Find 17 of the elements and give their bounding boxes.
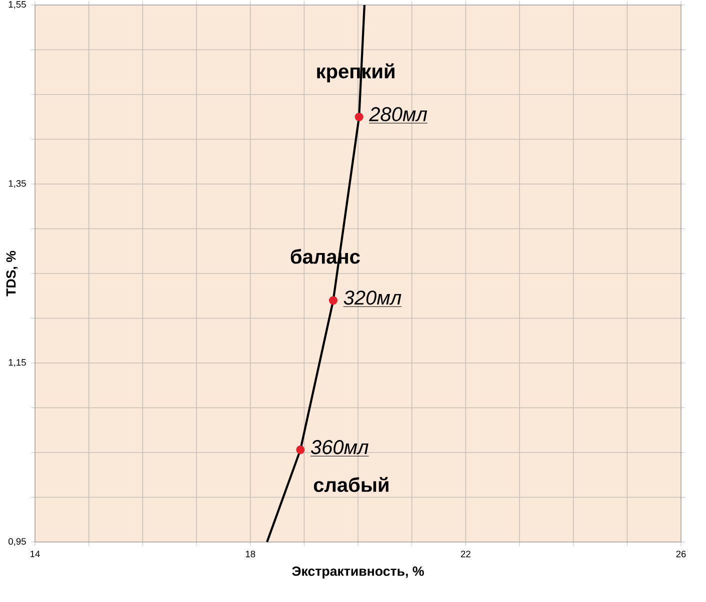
annotation: 320мл	[344, 290, 402, 305]
x-tick-label: 22	[460, 550, 470, 558]
point	[296, 446, 305, 454]
annotation: 280мл	[369, 107, 428, 122]
x-tick-label: 14	[30, 550, 40, 558]
y-tick-label: 1,15	[8, 359, 26, 367]
annotation: 360мл	[310, 440, 368, 454]
x-tick-label: 18	[246, 550, 256, 558]
x-tick-label: 26	[676, 550, 686, 558]
x-axis-title: Экстрактивность, %	[292, 566, 424, 579]
y-axis-title: TDS, %	[6, 250, 18, 296]
y-tick-label: 0,95	[8, 538, 26, 546]
y-tick-label: 1,55	[8, 1, 26, 9]
point	[354, 112, 364, 122]
point	[328, 296, 338, 305]
y-tick-label: 1,35	[8, 180, 26, 188]
annotation: слабый	[314, 476, 388, 492]
